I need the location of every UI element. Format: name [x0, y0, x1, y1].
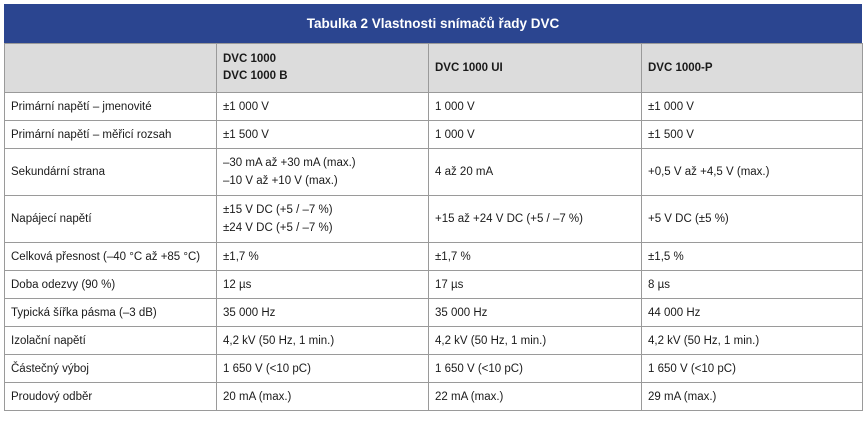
cell-line: 4 až 20 mA — [435, 166, 494, 178]
table-cell: ±15 V DC (+5 / –7 %) ±24 V DC (+5 / –7 %… — [216, 195, 429, 243]
cell-line: ±1 500 V — [648, 128, 694, 141]
table-cell: 12 µs — [216, 270, 429, 299]
table-container: Tabulka 2 Vlastnosti snímačů řady DVC DV… — [4, 4, 863, 411]
table-cell: 17 µs — [428, 270, 642, 299]
header-cell-empty — [4, 43, 217, 93]
table-cell: 20 mA (max.) — [216, 382, 429, 411]
cell-line: ±15 V DC (+5 / –7 %) — [223, 204, 333, 216]
properties-table: DVC 1000 DVC 1000 B DVC 1000 UI DVC 1000… — [4, 43, 863, 411]
cell-line: 12 µs — [223, 278, 252, 291]
table-cell: 22 mA (max.) — [428, 382, 642, 411]
header-cell-dvc1000p: DVC 1000-P — [641, 43, 863, 93]
table-row: Proudový odběr 20 mA (max.) 22 mA (max.)… — [4, 382, 863, 411]
cell-line: 17 µs — [435, 278, 464, 291]
header-line: DVC 1000-P — [648, 61, 713, 74]
table-row: Částečný výboj 1 650 V (<10 pC) 1 650 V … — [4, 354, 863, 383]
header-cell-dvc1000: DVC 1000 DVC 1000 B — [216, 43, 429, 93]
cell-line: 1 650 V (<10 pC) — [648, 362, 736, 375]
cell-line: 29 mA (max.) — [648, 390, 717, 403]
table-row: Primární napětí – měřicí rozsah ±1 500 V… — [4, 120, 863, 149]
row-label: Typická šířka pásma (–3 dB) — [4, 298, 217, 327]
cell-line: 8 µs — [648, 278, 670, 291]
table-cell: +0,5 V až +4,5 V (max.) — [641, 148, 863, 196]
cell-line: ±1 000 V — [223, 100, 269, 113]
cell-line: +5 V DC (±5 %) — [648, 213, 729, 225]
row-label: Izolační napětí — [4, 326, 217, 355]
table-cell: –30 mA až +30 mA (max.) –10 V až +10 V (… — [216, 148, 429, 196]
table-cell: 1 650 V (<10 pC) — [428, 354, 642, 383]
table-row: Izolační napětí 4,2 kV (50 Hz, 1 min.) 4… — [4, 326, 863, 355]
table-cell: 4 až 20 mA — [428, 148, 642, 196]
cell-line: 1 000 V — [435, 128, 475, 141]
table-cell: +5 V DC (±5 %) — [641, 195, 863, 243]
cell-line: –30 mA až +30 mA (max.) — [223, 157, 356, 169]
table-cell: 1 650 V (<10 pC) — [641, 354, 863, 383]
table-cell: 1 650 V (<10 pC) — [216, 354, 429, 383]
row-label: Primární napětí – jmenovité — [4, 92, 217, 121]
table-cell: 4,2 kV (50 Hz, 1 min.) — [216, 326, 429, 355]
table-cell: ±1 000 V — [641, 92, 863, 121]
table-cell: ±1 000 V — [216, 92, 429, 121]
row-label: Napájecí napětí — [4, 195, 217, 243]
cell-line: ±1,7 % — [435, 250, 471, 263]
table-cell: 29 mA (max.) — [641, 382, 863, 411]
table-cell: ±1,7 % — [428, 242, 642, 271]
table-cell: 44 000 Hz — [641, 298, 863, 327]
table-cell: 1 000 V — [428, 92, 642, 121]
cell-line: ±1 500 V — [223, 128, 269, 141]
cell-line: 20 mA (max.) — [223, 390, 292, 403]
cell-line: ±1,7 % — [223, 250, 259, 263]
row-label: Částečný výboj — [4, 354, 217, 383]
cell-line: ±24 V DC (+5 / –7 %) — [223, 222, 333, 234]
cell-line: 4,2 kV (50 Hz, 1 min.) — [223, 334, 335, 347]
cell-line: 22 mA (max.) — [435, 390, 504, 403]
header-row: DVC 1000 DVC 1000 B DVC 1000 UI DVC 1000… — [4, 43, 863, 93]
table-cell: 35 000 Hz — [216, 298, 429, 327]
cell-line: ±1,5 % — [648, 250, 684, 263]
row-label: Sekundární strana — [4, 148, 217, 196]
table-cell: 35 000 Hz — [428, 298, 642, 327]
table-cell: 1 000 V — [428, 120, 642, 149]
table-cell: +15 až +24 V DC (+5 / –7 %) — [428, 195, 642, 243]
table-row: Doba odezvy (90 %) 12 µs 17 µs 8 µs — [4, 270, 863, 299]
table-cell: ±1 500 V — [641, 120, 863, 149]
cell-line: 4,2 kV (50 Hz, 1 min.) — [648, 334, 760, 347]
table-cell: 4,2 kV (50 Hz, 1 min.) — [428, 326, 642, 355]
cell-line: ±1 000 V — [648, 100, 694, 113]
cell-line: 1 650 V (<10 pC) — [435, 362, 523, 375]
cell-line: 1 650 V (<10 pC) — [223, 362, 311, 375]
header-line: DVC 1000 UI — [435, 61, 503, 74]
table-cell: ±1,7 % — [216, 242, 429, 271]
cell-line: 35 000 Hz — [435, 306, 488, 319]
table-cell: ±1,5 % — [641, 242, 863, 271]
table-row: Typická šířka pásma (–3 dB) 35 000 Hz 35… — [4, 298, 863, 327]
table-cell: 4,2 kV (50 Hz, 1 min.) — [641, 326, 863, 355]
header-line: DVC 1000 B — [223, 70, 288, 82]
cell-line: 44 000 Hz — [648, 306, 701, 319]
table-row: Primární napětí – jmenovité ±1 000 V 1 0… — [4, 92, 863, 121]
cell-line: 35 000 Hz — [223, 306, 276, 319]
table-title: Tabulka 2 Vlastnosti snímačů řady DVC — [4, 4, 862, 43]
table-cell: ±1 500 V — [216, 120, 429, 149]
row-label: Proudový odběr — [4, 382, 217, 411]
cell-line: 1 000 V — [435, 100, 475, 113]
table-row: Napájecí napětí ±15 V DC (+5 / –7 %) ±24… — [4, 195, 863, 243]
cell-line: +15 až +24 V DC (+5 / –7 %) — [435, 213, 583, 225]
table-cell: 8 µs — [641, 270, 863, 299]
table-row: Sekundární strana –30 mA až +30 mA (max.… — [4, 148, 863, 196]
header-line: DVC 1000 — [223, 53, 277, 65]
header-cell-dvc1000ui: DVC 1000 UI — [428, 43, 642, 93]
cell-line: +0,5 V až +4,5 V (max.) — [648, 166, 770, 178]
row-label: Primární napětí – měřicí rozsah — [4, 120, 217, 149]
row-label: Doba odezvy (90 %) — [4, 270, 217, 299]
row-label: Celková přesnost (–40 °C až +85 °C) — [4, 242, 217, 271]
cell-line: –10 V až +10 V (max.) — [223, 175, 338, 187]
cell-line: 4,2 kV (50 Hz, 1 min.) — [435, 334, 547, 347]
table-row: Celková přesnost (–40 °C až +85 °C) ±1,7… — [4, 242, 863, 271]
